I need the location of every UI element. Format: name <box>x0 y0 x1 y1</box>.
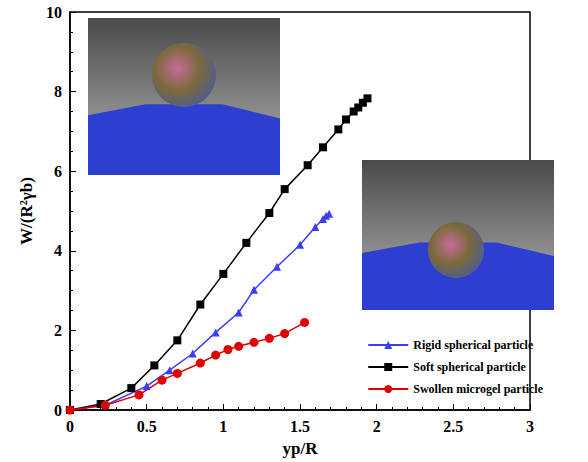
svg-text:10: 10 <box>46 4 62 21</box>
svg-text:yp/R: yp/R <box>283 439 319 458</box>
svg-text:1.5: 1.5 <box>290 418 310 435</box>
svg-text:Soft spherical particle: Soft spherical particle <box>413 360 526 374</box>
svg-text:4: 4 <box>54 242 62 259</box>
svg-text:0: 0 <box>66 418 74 435</box>
svg-text:1: 1 <box>219 418 227 435</box>
svg-text:0.5: 0.5 <box>137 418 157 435</box>
svg-text:2: 2 <box>373 418 381 435</box>
svg-text:8: 8 <box>54 83 62 100</box>
svg-text:Swollen microgel particle: Swollen microgel particle <box>413 382 543 396</box>
svg-text:0: 0 <box>54 402 62 419</box>
svg-text:Rigid spherical particle: Rigid spherical particle <box>413 338 534 352</box>
svg-text:6: 6 <box>54 163 62 180</box>
svg-text:2.5: 2.5 <box>443 418 463 435</box>
svg-text:3: 3 <box>526 418 534 435</box>
svg-text:W/(R²γb): W/(R²γb) <box>17 177 36 245</box>
svg-text:2: 2 <box>54 322 62 339</box>
